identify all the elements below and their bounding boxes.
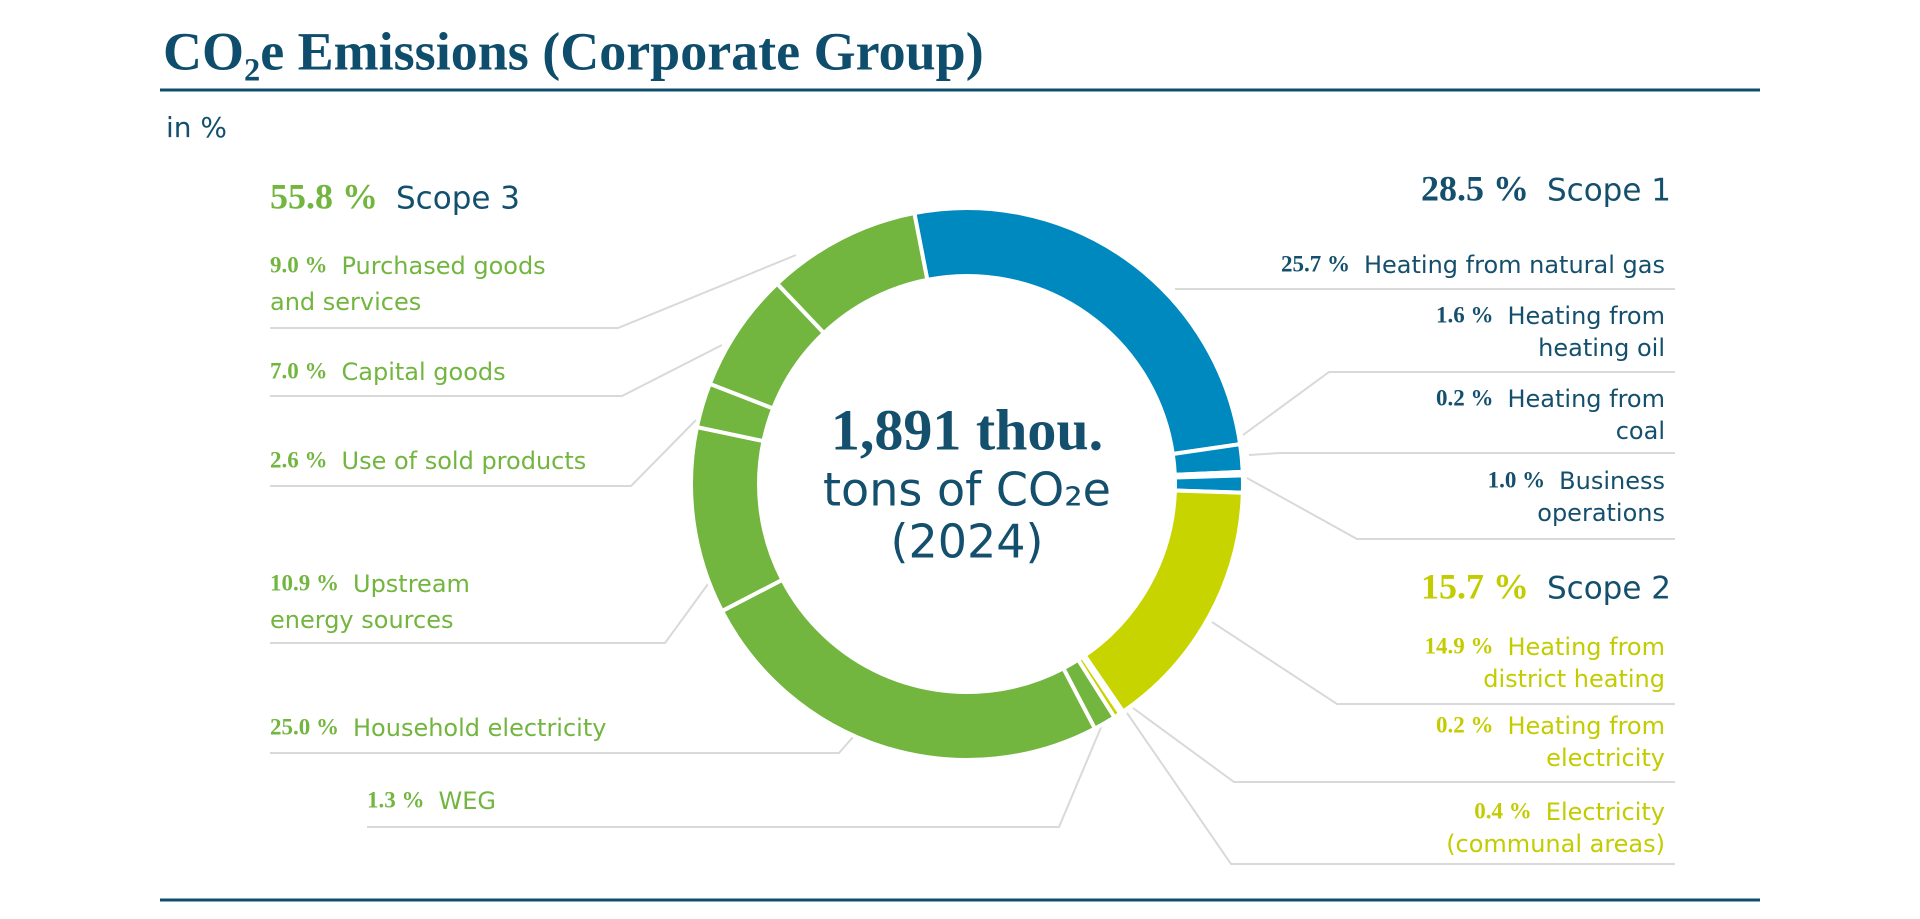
donut-segment <box>1081 488 1245 715</box>
leader-line <box>270 736 854 754</box>
item-label: electricity <box>1546 744 1665 772</box>
leader-line <box>1132 707 1675 783</box>
donut-segment <box>719 577 1098 762</box>
item-label: energy sources <box>270 606 453 634</box>
group-name: Scope 3 <box>396 181 520 217</box>
group-value: 15.7 % <box>1421 566 1529 606</box>
item-value: 1.6 % <box>1436 302 1494 327</box>
leader-line <box>1248 452 1675 456</box>
item-value: 25.7 % <box>1281 251 1350 276</box>
group-name: Scope 1 <box>1547 173 1671 209</box>
item-label: Heating from natural gas <box>1364 251 1665 279</box>
leader-line <box>1211 621 1675 705</box>
donut-segment <box>689 424 786 614</box>
item-label: Heating from <box>1507 385 1665 413</box>
item-label: district heating <box>1483 665 1665 693</box>
item-label: Heating from <box>1507 302 1665 330</box>
chart-subtitle: in % <box>166 111 227 144</box>
item-label: (communal areas) <box>1446 830 1665 858</box>
center-year: (2024) <box>891 515 1044 569</box>
leader-line <box>1126 712 1675 865</box>
group-name: Scope 2 <box>1547 571 1671 607</box>
leader-line <box>1246 477 1675 540</box>
center-unit: tons of CO₂e <box>823 463 1111 517</box>
item-value: 2.6 % <box>270 447 328 472</box>
item-label: Capital goods <box>342 358 506 386</box>
donut-segment <box>774 210 930 336</box>
item-label: WEG <box>439 787 497 815</box>
center-total: 1,891 thou. <box>831 397 1103 462</box>
chart-title: CO₂e Emissions (Corporate Group) <box>163 21 984 81</box>
item-value: 0.4 % <box>1474 798 1532 823</box>
item-value: 9.0 % <box>270 252 328 277</box>
item-label: and services <box>270 288 421 316</box>
item-value: 0.2 % <box>1436 712 1494 737</box>
leader-line <box>270 583 709 644</box>
leader-line <box>270 254 797 329</box>
item-label: Heating from <box>1507 633 1665 661</box>
item-label: Upstream <box>353 570 470 598</box>
item-value: 1.0 % <box>1488 467 1546 492</box>
group-value: 55.8 % <box>270 176 378 216</box>
item-label: Use of sold products <box>342 447 587 475</box>
item-label: Purchased goods <box>342 252 546 280</box>
item-label: Electricity <box>1546 798 1665 826</box>
item-value: 14.9 % <box>1424 633 1493 658</box>
item-value: 10.9 % <box>270 570 339 595</box>
leader-line <box>367 724 1103 828</box>
item-value: 7.0 % <box>270 358 328 383</box>
leader-line <box>270 344 723 397</box>
group-value: 28.5 % <box>1421 168 1529 208</box>
item-label: Household electricity <box>353 714 606 742</box>
item-label: Heating from <box>1507 712 1665 740</box>
item-label: operations <box>1537 499 1665 527</box>
leader-line <box>1242 371 1675 436</box>
item-value: 25.0 % <box>270 714 339 739</box>
item-label: heating oil <box>1538 334 1665 362</box>
item-value: 0.2 % <box>1436 385 1494 410</box>
item-label: Business <box>1559 467 1665 495</box>
item-value: 1.3 % <box>367 787 425 812</box>
item-label: coal <box>1616 417 1665 445</box>
leader-line <box>270 419 697 487</box>
